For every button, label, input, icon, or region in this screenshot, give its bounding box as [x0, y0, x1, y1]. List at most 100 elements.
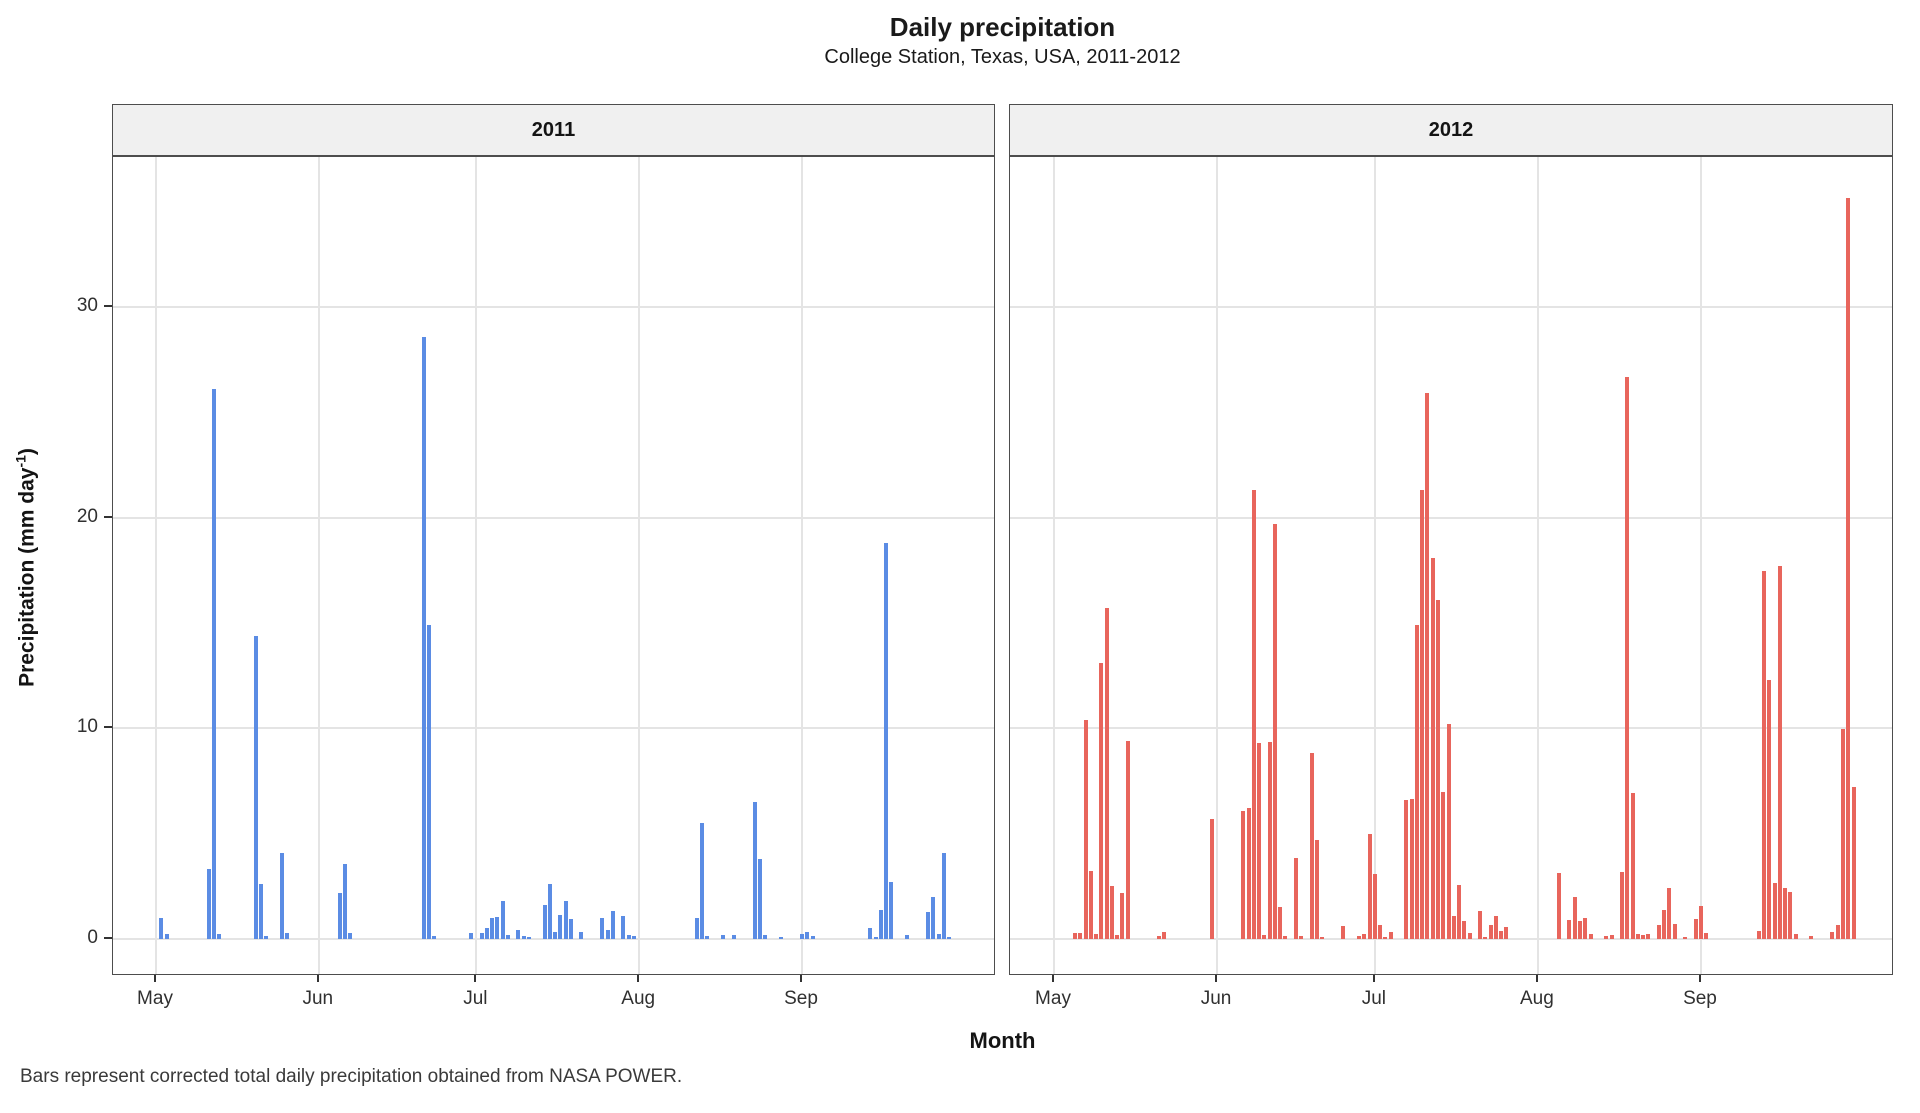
x-tick-2011-aug [637, 975, 640, 982]
gridline-y-10 [113, 727, 994, 730]
precip-bar-2011-day71 [526, 937, 531, 939]
precip-bar-2012-day112 [1641, 935, 1646, 939]
precip-bar-2011-day64 [490, 918, 495, 939]
x-tick-label-2011-may: May [137, 988, 173, 1009]
precip-bar-2011-day52 [427, 625, 432, 939]
precip-bar-2011-day123 [799, 934, 804, 939]
precip-bar-2011-day104 [700, 823, 705, 939]
precip-bar-2012-day51 [1320, 937, 1325, 939]
precip-bar-2011-day60 [469, 933, 474, 939]
plot-caption: Bars represent corrected total daily pre… [20, 1066, 683, 1087]
precip-bar-2012-day124 [1704, 933, 1709, 939]
precip-bar-2011-day63 [484, 928, 489, 939]
precip-bar-2012-day47 [1299, 936, 1304, 939]
precip-bar-2011-day66 [500, 901, 505, 939]
gridline-month-jun [1216, 157, 1219, 974]
y-tick-0 [104, 937, 112, 939]
precip-bar-2012-day70 [1420, 490, 1425, 939]
precip-bar-2011-day105 [705, 936, 710, 939]
precip-bar-2012-day14 [1125, 741, 1130, 939]
precip-bar-2012-day83 [1488, 925, 1493, 939]
precip-bar-2012-day7 [1088, 871, 1093, 939]
x-tick-2012-sep [1698, 975, 1701, 982]
precip-bar-2011-day76 [553, 932, 558, 939]
x-tick-label-2011-sep: Sep [784, 988, 818, 1009]
gridline-month-aug [638, 157, 641, 974]
precip-bar-2012-day76 [1451, 916, 1456, 939]
precip-bar-2012-day152 [1851, 787, 1856, 939]
precip-bar-2011-day89 [621, 916, 626, 939]
x-tick-label-2012-aug: Aug [1520, 988, 1554, 1009]
precip-bar-2012-day105 [1604, 936, 1609, 939]
precip-bar-2011-day19 [253, 636, 258, 939]
gridline-y-0 [1010, 938, 1892, 940]
precip-bar-2011-day90 [626, 935, 631, 939]
precip-bar-2012-day122 [1693, 919, 1698, 939]
precip-bar-2011-day2 [164, 934, 169, 939]
precip-bar-2012-day59 [1362, 934, 1367, 939]
precip-bar-2011-day78 [563, 901, 568, 939]
precip-bar-2012-day113 [1646, 934, 1651, 939]
x-tick-label-2011-jul: Jul [463, 988, 488, 1009]
precip-bar-2011-day85 [600, 918, 605, 939]
precip-bar-2012-day85 [1499, 931, 1504, 939]
precip-bar-2011-day91 [631, 936, 636, 939]
precip-bar-2012-day44 [1283, 936, 1288, 939]
precip-bar-2012-day137 [1772, 883, 1777, 939]
precip-bar-2012-day43 [1278, 907, 1283, 939]
gridline-y-30 [113, 306, 994, 309]
precip-bar-2012-day111 [1635, 934, 1640, 939]
gridline-y-10 [1010, 727, 1892, 730]
x-tick-2012-may [1052, 975, 1054, 982]
precip-bar-2011-day51 [421, 337, 426, 939]
chart-subtitle: College Station, Texas, USA, 2011-2012 [824, 46, 1181, 68]
precip-bar-2012-day73 [1435, 600, 1440, 939]
precip-bar-2012-day71 [1425, 393, 1430, 939]
precip-bar-2011-day65 [495, 917, 500, 939]
precip-bar-2012-day149 [1835, 925, 1840, 939]
precip-bar-2011-day75 [547, 884, 552, 939]
precip-bar-2012-day49 [1309, 753, 1314, 939]
precip-bar-2011-day149 [936, 934, 941, 939]
precip-bar-2012-day144 [1809, 936, 1814, 939]
x-tick-2012-jun [1215, 975, 1218, 982]
precip-bar-2011-day79 [568, 919, 573, 939]
precip-bar-2012-day55 [1341, 926, 1346, 939]
precip-bar-2012-day12 [1115, 935, 1120, 939]
precip-bar-2012-day41 [1267, 742, 1272, 939]
precip-bar-2011-day119 [778, 937, 783, 939]
precip-bar-2012-day118 [1672, 924, 1677, 939]
facet-strip-2012-label: 2012 [1428, 118, 1474, 141]
precip-bar-2012-day30 [1209, 819, 1214, 939]
precip-bar-2012-day37 [1246, 808, 1251, 939]
precip-bar-2011-day24 [280, 853, 285, 939]
precip-bar-2012-day39 [1257, 743, 1262, 939]
precip-bar-2011-day108 [721, 935, 726, 939]
gridline-month-aug [1536, 157, 1539, 974]
precip-bar-2012-day68 [1409, 799, 1414, 939]
chart-title: Daily precipitation [889, 12, 1116, 42]
precip-bar-2012-day5 [1078, 933, 1083, 939]
x-tick-2012-jul [1372, 975, 1375, 982]
x-tick-2012-aug [1535, 975, 1538, 982]
precip-bar-2012-day10 [1104, 608, 1109, 939]
y-axis-title-base: Precipitation (mm day [15, 467, 39, 687]
precip-bar-2012-day40 [1262, 935, 1267, 939]
precip-bar-2012-day100 [1578, 921, 1582, 939]
precip-bar-2012-day86 [1504, 927, 1509, 939]
precip-bar-2012-day99 [1572, 897, 1577, 939]
precip-bar-2012-day11 [1109, 886, 1114, 939]
precip-bar-2011-day53 [432, 936, 437, 939]
gridline-y-30 [1010, 306, 1892, 309]
precip-bar-2012-day148 [1830, 932, 1835, 939]
precip-bar-2012-day117 [1667, 888, 1672, 939]
precip-bar-2012-day46 [1293, 858, 1298, 939]
precip-bar-2012-day62 [1378, 925, 1383, 939]
precip-bar-2012-day77 [1457, 885, 1462, 939]
precip-bar-2012-day36 [1241, 811, 1246, 939]
precip-bar-2011-day103 [694, 918, 699, 939]
y-tick-30 [104, 305, 112, 308]
gridline-month-may [155, 157, 157, 974]
facet-strip-2012: 2012 [1009, 104, 1893, 156]
